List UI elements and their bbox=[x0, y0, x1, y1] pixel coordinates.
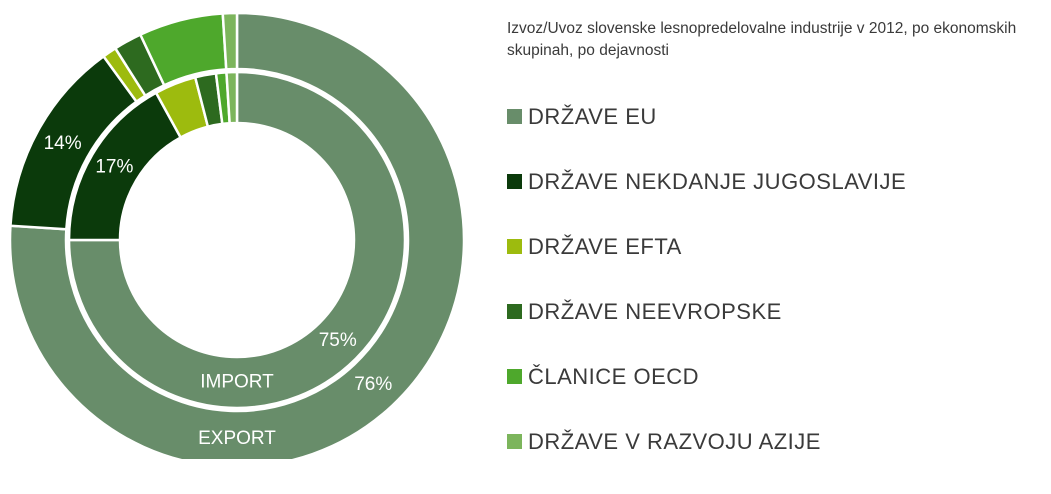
segment bbox=[67, 70, 407, 410]
page: {"chart_data": {"type": "doughnut", "tit… bbox=[8, 11, 1017, 459]
legend-swatch bbox=[507, 369, 522, 384]
series-label: EXPORT bbox=[198, 428, 276, 449]
data-label: 75% bbox=[319, 330, 357, 351]
legend-label: DRŽAVE NEKDANJE JUGOSLAVIJE bbox=[528, 169, 907, 194]
legend-label: ČLANICE OECD bbox=[528, 364, 700, 389]
legend-label: DRŽAVE NEEVROPSKE bbox=[528, 299, 782, 324]
legend-label: DRŽAVE V RAZVOJU AZIJE bbox=[528, 429, 821, 454]
legend: DRŽAVE EU DRŽAVE NEKDANJE JUGOSLAVIJE DRŽA… bbox=[507, 104, 906, 494]
chart-title: Izvoz/Uvoz slovenske lesnopredelovalne i… bbox=[507, 20, 1017, 59]
legend-swatch bbox=[507, 174, 522, 189]
chart: 76% 14% EXPORT 75% 17% IMPORT bbox=[8, 11, 466, 459]
legend-swatch bbox=[507, 239, 522, 254]
legend-swatch bbox=[507, 109, 522, 124]
segment bbox=[221, 11, 239, 71]
segment bbox=[8, 11, 466, 459]
legend-swatch bbox=[507, 434, 522, 449]
legend-label: DRŽAVE EU bbox=[528, 104, 657, 129]
data-label: 17% bbox=[95, 156, 133, 177]
legend-item: DRŽAVE EU bbox=[507, 104, 906, 169]
data-label: 76% bbox=[354, 374, 392, 395]
legend-swatch bbox=[507, 304, 522, 319]
segment bbox=[225, 70, 239, 125]
series-label: IMPORT bbox=[200, 372, 274, 393]
legend-item: DRŽAVE EFTA bbox=[507, 234, 906, 299]
legend-item: DRŽAVE NEKDANJE JUGOSLAVIJE bbox=[507, 169, 906, 234]
legend-label: DRŽAVE EFTA bbox=[528, 234, 682, 259]
data-label: 14% bbox=[44, 133, 82, 154]
legend-item: DRŽAVE NEEVROPSKE bbox=[507, 299, 906, 364]
legend-item: DRŽAVE V RAZVOJU AZIJE bbox=[507, 429, 906, 494]
legend-item: ČLANICE OECD bbox=[507, 364, 906, 429]
